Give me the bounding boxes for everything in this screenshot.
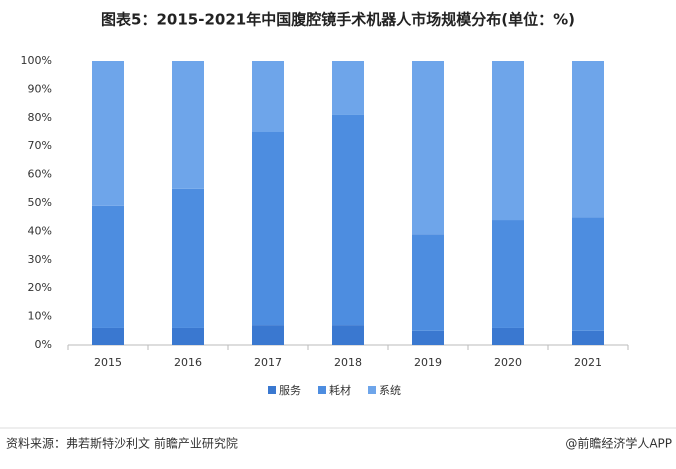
- bar-segment: [572, 61, 604, 218]
- bar-segment: [412, 61, 444, 235]
- legend-swatch: [318, 386, 326, 394]
- bar-segment: [332, 325, 364, 345]
- y-tick-label: 70%: [28, 139, 52, 152]
- legend-swatch: [268, 386, 276, 394]
- y-tick-label: 100%: [21, 54, 52, 67]
- bar-segment: [332, 114, 364, 326]
- legend-swatch: [368, 386, 376, 394]
- x-tick-label: 2016: [174, 356, 202, 369]
- legend-label: 系统: [379, 384, 401, 397]
- bar-segment: [492, 61, 524, 221]
- x-tick-label: 2020: [494, 356, 522, 369]
- x-tick-label: 2017: [254, 356, 282, 369]
- legend-label: 服务: [279, 384, 301, 397]
- x-tick-label: 2015: [94, 356, 122, 369]
- bar-segment: [172, 327, 204, 345]
- bar-segment: [572, 330, 604, 345]
- legend-label: 耗材: [329, 383, 351, 397]
- bar-segment: [172, 61, 204, 189]
- x-tick-label: 2021: [574, 356, 602, 369]
- bar-segment: [92, 205, 124, 328]
- bar-segment: [92, 327, 124, 345]
- y-tick-label: 30%: [28, 253, 52, 266]
- bar-segment: [92, 61, 124, 206]
- bar-segment: [412, 330, 444, 345]
- bar-segment: [412, 234, 444, 331]
- bar-segment: [172, 188, 204, 328]
- bar-segment: [492, 327, 524, 345]
- bar-segment: [252, 325, 284, 345]
- source: 资料来源：弗若斯特沙利文 前瞻产业研究院: [6, 436, 238, 451]
- y-tick-label: 80%: [28, 111, 52, 124]
- brand: @前瞻经济学人APP: [565, 436, 672, 451]
- y-tick-label: 40%: [28, 224, 52, 237]
- y-tick-label: 0%: [35, 338, 52, 351]
- y-tick-label: 20%: [28, 281, 52, 294]
- bar-segment: [572, 217, 604, 331]
- bar-segment: [492, 220, 524, 328]
- bar-segment: [252, 132, 284, 326]
- x-tick-label: 2019: [414, 356, 442, 369]
- bar-segment: [252, 61, 284, 132]
- y-tick-label: 10%: [28, 310, 52, 323]
- x-tick-label: 2018: [334, 356, 362, 369]
- y-tick-label: 60%: [28, 168, 52, 181]
- y-tick-label: 50%: [28, 196, 52, 209]
- chart-title: 图表5：2015-2021年中国腹腔镜手术机器人市场规模分布(单位：%): [101, 11, 575, 29]
- y-tick-label: 90%: [28, 82, 52, 95]
- bar-segment: [332, 61, 364, 115]
